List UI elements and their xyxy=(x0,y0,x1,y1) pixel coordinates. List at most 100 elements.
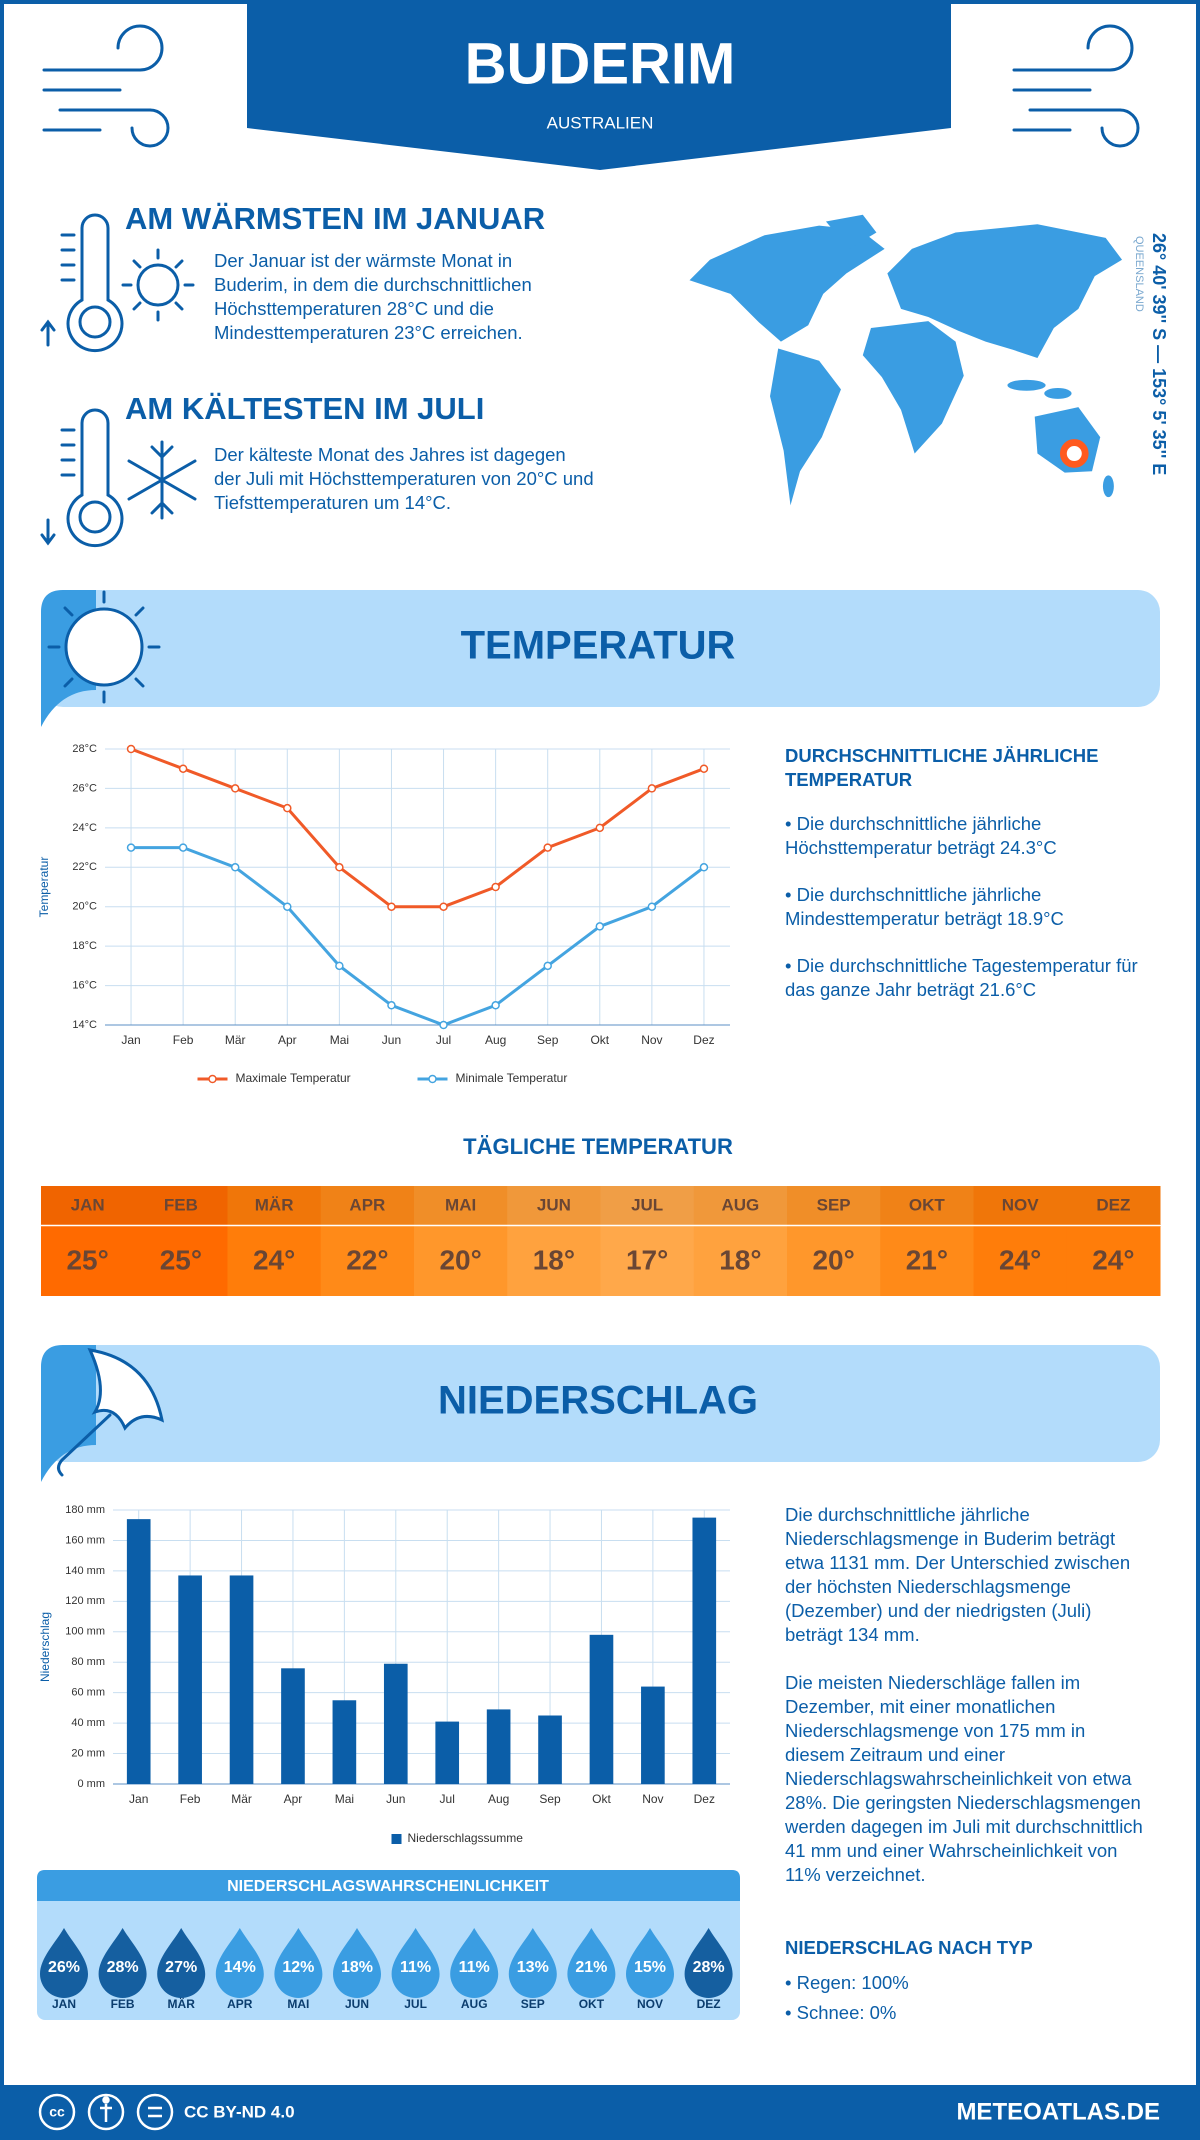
precipitation-banner xyxy=(41,1345,1160,1462)
temperature-banner xyxy=(41,590,1160,707)
drop xyxy=(450,1928,499,1998)
bar xyxy=(538,1715,562,1784)
header-cell xyxy=(973,1186,1068,1225)
month-label: AUG xyxy=(721,1195,759,1214)
drop xyxy=(567,1928,616,1998)
point xyxy=(178,764,188,773)
type-title: NIEDERSCHLAG NACH TYP xyxy=(785,1937,1033,1958)
legend-marker xyxy=(428,1074,437,1084)
bar xyxy=(126,1519,151,1784)
y-tick-label: 140 mm xyxy=(65,1565,105,1577)
point xyxy=(283,902,292,911)
x-tick-label: Dez xyxy=(694,1792,715,1806)
y-axis-label: Niederschlag xyxy=(38,1612,52,1682)
legend-marker xyxy=(208,1074,217,1084)
section-title: TEMPERATUR xyxy=(461,624,736,668)
city-title: BUDERIM xyxy=(465,31,736,96)
probability-value: 28% xyxy=(693,1959,725,1976)
x-tick-label: Aug xyxy=(488,1792,509,1806)
point xyxy=(595,922,605,931)
probability-value: 21% xyxy=(575,1959,607,1976)
thermometer-warm xyxy=(40,213,195,353)
point xyxy=(699,863,709,872)
month-label: NOV xyxy=(1002,1195,1040,1214)
point xyxy=(387,1001,396,1010)
month-label: MÄR xyxy=(168,1996,196,2011)
point xyxy=(543,843,552,852)
paragraph: Die durchschnittliche jährliche Niedersc… xyxy=(785,1504,1131,1645)
value-cell xyxy=(320,1226,415,1296)
world-map xyxy=(689,214,1123,506)
header-cell xyxy=(414,1186,508,1225)
banner-corner xyxy=(41,1345,96,1482)
x-tick-label: Okt xyxy=(590,1033,609,1047)
footer xyxy=(0,2085,1200,2140)
value-cell xyxy=(1066,1226,1161,1296)
bar xyxy=(589,1634,614,1784)
y-tick-label: 28°C xyxy=(72,743,97,755)
temperature-value: 21° xyxy=(906,1244,948,1275)
summary-item: • Die durchschnittliche Tagestemperatur … xyxy=(785,955,1138,1000)
month-label: APR xyxy=(349,1195,385,1214)
month-label: APR xyxy=(227,1997,253,2011)
warmest-text: Der Januar ist der wärmste Monat in Bude… xyxy=(214,250,532,343)
probability-header xyxy=(37,1870,740,1901)
x-tick-label: Nov xyxy=(642,1792,663,1806)
point xyxy=(595,823,605,833)
probability-value: 13% xyxy=(517,1959,549,1976)
probability-title: NIEDERSCHLAGSWAHRSCHEINLICHKEIT xyxy=(227,1878,549,1895)
drop xyxy=(40,1928,88,1998)
type-item: • Schnee: 0% xyxy=(785,2002,897,2023)
point xyxy=(699,764,709,773)
x-tick-label: Feb xyxy=(180,1792,201,1806)
bar xyxy=(383,1663,408,1784)
y-tick-label: 60 mm xyxy=(71,1687,105,1699)
header-banner xyxy=(247,0,951,170)
site: METEOATLAS.DE xyxy=(956,2098,1160,2125)
header-cell xyxy=(787,1186,881,1225)
value-cell xyxy=(880,1226,974,1296)
x-tick-label: Jul xyxy=(440,1792,455,1806)
header-cell xyxy=(693,1186,788,1225)
drop xyxy=(391,1928,440,1998)
series-line xyxy=(130,747,705,909)
y-tick-label: 20°C xyxy=(72,901,97,913)
x-tick-label: Apr xyxy=(284,1792,303,1806)
paragraph: Die meisten Niederschläge fallen im Deze… xyxy=(785,1672,1143,1885)
drop xyxy=(333,1928,381,1998)
month-label: JUN xyxy=(345,1997,369,2011)
value-cell xyxy=(227,1226,322,1296)
point xyxy=(335,863,344,872)
temperature-value: 18° xyxy=(533,1244,575,1275)
type-item: • Regen: 100% xyxy=(785,1972,909,1993)
legend-label: Minimale Temperatur xyxy=(456,1071,568,1085)
svg-text:cc: cc xyxy=(49,2104,65,2120)
y-tick-label: 22°C xyxy=(72,861,97,873)
month-label: DEZ xyxy=(1096,1195,1130,1214)
drop xyxy=(508,1928,557,1998)
point xyxy=(230,784,240,793)
legend-label: Maximale Temperatur xyxy=(236,1071,351,1085)
month-label: JUL xyxy=(631,1195,663,1214)
region: QUEENSLAND xyxy=(1133,236,1145,312)
coordinates: 26° 40' 39'' S — 153° 5' 35'' E xyxy=(1149,233,1169,476)
point xyxy=(230,863,240,872)
x-tick-label: Jun xyxy=(382,1033,401,1047)
daily-title: TÄGLICHE TEMPERATUR xyxy=(463,1134,733,1159)
month-label: JAN xyxy=(71,1195,105,1214)
temperature-value: 22° xyxy=(346,1244,388,1275)
series-line xyxy=(131,846,705,1027)
month-label: OKT xyxy=(909,1195,946,1214)
header-cell xyxy=(880,1186,974,1225)
drop xyxy=(157,1928,206,1998)
month-label: OKT xyxy=(579,1997,605,2011)
coldest-title: AM KÄLTESTEN IM JULI xyxy=(125,391,485,426)
thermometer-cold xyxy=(40,408,197,548)
coldest-text: Der kälteste Monat des Jahres ist dagege… xyxy=(214,444,594,513)
probability-value: 26% xyxy=(48,1959,80,1976)
x-tick-label: Jul xyxy=(436,1033,451,1047)
x-tick-label: Okt xyxy=(592,1792,611,1806)
y-tick-label: 40 mm xyxy=(71,1717,105,1729)
y-tick-label: 24°C xyxy=(72,822,97,834)
